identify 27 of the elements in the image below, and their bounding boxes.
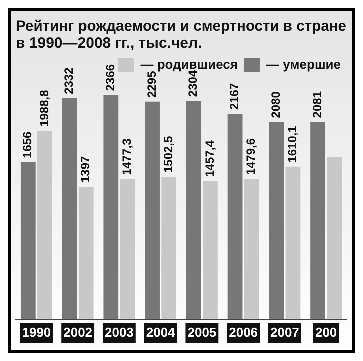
data-label: 1477,3 — [120, 138, 134, 176]
text: в 1990—2008 гг., тыс.чел. — [16, 35, 202, 52]
data-label: 2304 — [186, 70, 200, 98]
x-tick-label: 2006 — [229, 324, 258, 340]
legend-label: — родившиеся — [140, 57, 238, 72]
data-label: 1397 — [78, 156, 93, 184]
x-tick-label: 2005 — [188, 324, 217, 340]
data-label: 2167 — [228, 83, 242, 110]
x-tick-label: 2003 — [104, 324, 134, 340]
data-label: 1610,1 — [286, 126, 300, 163]
data-label: 2080 — [268, 91, 283, 118]
data-label: 2366 — [103, 64, 118, 92]
x-tick-label: 200 — [315, 324, 338, 340]
data-label: 2081 — [310, 91, 324, 118]
x-tick-label: 2002 — [64, 324, 93, 340]
data-label: 1502,5 — [161, 136, 176, 174]
data-label: 2295 — [144, 70, 159, 98]
x-tick-label: 1990 — [22, 324, 52, 340]
data-label: 1988,8 — [37, 90, 52, 127]
x-tick-label: 2004 — [146, 324, 176, 340]
data-label: 1457,4 — [202, 140, 217, 178]
data-label: 1656 — [20, 131, 35, 158]
x-tick-label: 2007 — [270, 324, 300, 340]
data-label: 1479,6 — [244, 138, 258, 176]
data-label: 2332 — [62, 67, 76, 94]
text: Рейтинг рождаемости и смертности в стране — [16, 18, 346, 35]
legend-label: — умершие — [266, 57, 341, 72]
